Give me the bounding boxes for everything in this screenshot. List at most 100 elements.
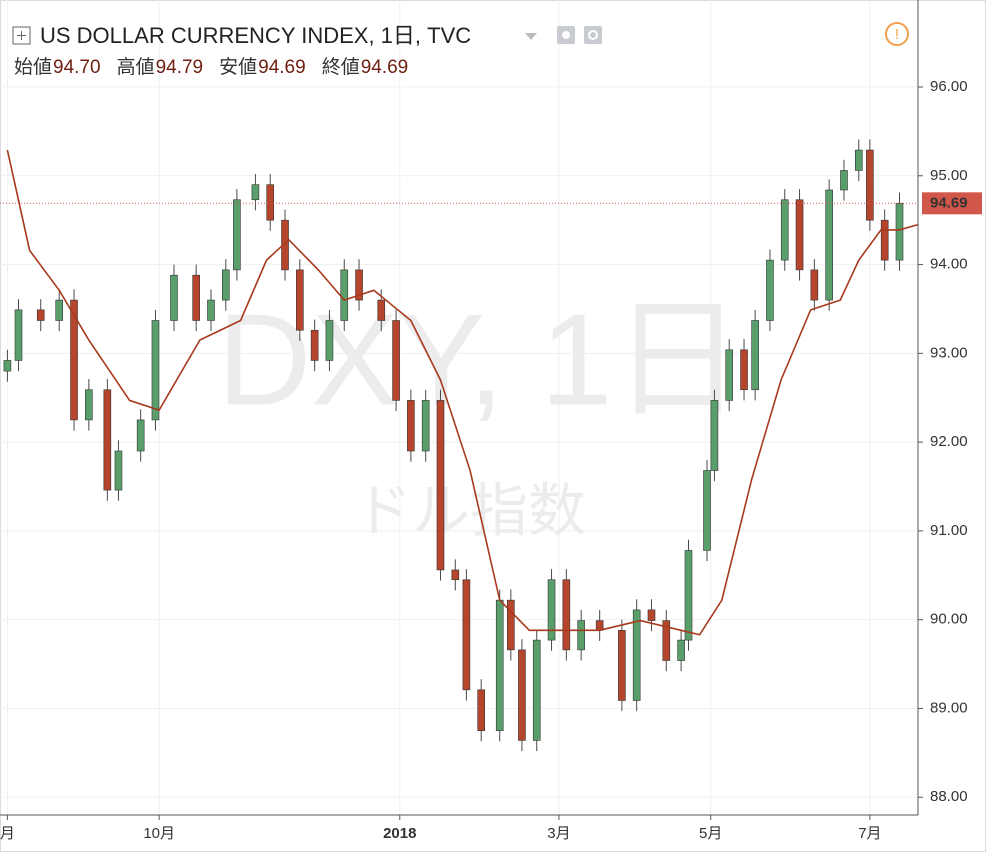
- candle-body: [207, 299, 215, 321]
- candle-body: [103, 389, 112, 491]
- ohlc-value: 94.79: [156, 57, 204, 78]
- x-tick-label: 月: [0, 825, 15, 842]
- candle-body: [170, 274, 178, 321]
- y-tick-label: 95.00: [930, 167, 968, 184]
- alert-icon[interactable]: [885, 22, 909, 46]
- candle-body: [266, 184, 275, 221]
- candle-body: [296, 269, 304, 331]
- candle-body: [462, 579, 471, 691]
- candle-body: [780, 199, 789, 261]
- plot: [0, 139, 919, 752]
- candle-body: [251, 184, 260, 201]
- candle-body: [3, 360, 12, 372]
- candle-body: [810, 269, 819, 301]
- x-tick-label: 5月: [699, 825, 722, 842]
- ohlc-legend: 始値 94.70 高値 94.79 安値 94.69 終値 94.69: [14, 56, 408, 78]
- candle-body: [547, 579, 556, 641]
- y-tick-label: 92.00: [930, 433, 968, 450]
- settings-icon[interactable]: [584, 26, 602, 44]
- y-tick-label: 93.00: [930, 344, 968, 361]
- candle-body: [562, 579, 571, 651]
- candle-body: [825, 189, 833, 301]
- candle-body: [14, 309, 23, 361]
- candle-body: [532, 639, 541, 741]
- ohlc-value: 94.69: [258, 57, 306, 78]
- grid: [0, 0, 918, 815]
- candle-body: [436, 400, 445, 571]
- y-tick-label: 91.00: [930, 522, 968, 539]
- title: US DOLLAR CURRENCY INDEX, 1日, TVC: [40, 23, 471, 48]
- ohlc-label: 高値: [117, 56, 155, 78]
- x-tick-label: 3月: [547, 825, 570, 842]
- candle-body: [85, 389, 93, 421]
- candle-body: [677, 639, 685, 661]
- candle-body: [392, 320, 400, 401]
- dropdown-caret[interactable]: [525, 33, 537, 40]
- candle-body: [632, 609, 641, 701]
- candle-body: [684, 550, 693, 641]
- y-tick-label: 94.00: [930, 256, 968, 273]
- last-price-box: [922, 192, 982, 215]
- candle-body: [740, 349, 748, 391]
- candle-body: [618, 630, 626, 701]
- candle-body: [795, 199, 804, 271]
- axes: 88.00 89.00 90.00 91.00 92.00 93.00 94.00 95.00…: [0, 78, 982, 842]
- x-tick-label: 10月: [143, 825, 175, 842]
- collapse-icon[interactable]: [12, 26, 31, 45]
- candle-body: [595, 620, 604, 631]
- candle-body: [377, 299, 386, 321]
- candle-body: [518, 649, 526, 741]
- candle-body: [766, 259, 774, 321]
- candle-body: [55, 299, 64, 321]
- candle-body: [647, 609, 656, 621]
- y-tick-label: 88.00: [930, 788, 968, 805]
- candle-body: [36, 309, 45, 321]
- candle-body: [151, 320, 160, 421]
- watermark-sub: ドル指数: [354, 478, 586, 543]
- moving-average: [6, 149, 919, 636]
- candle-body: [192, 274, 200, 321]
- y-tick-label: 90.00: [930, 611, 968, 628]
- candle-body: [451, 569, 460, 581]
- candle-body: [310, 329, 319, 361]
- alert-mark: !: [895, 26, 899, 43]
- ohlc-label: 終値: [322, 56, 360, 78]
- candle-body: [281, 219, 289, 271]
- ohlc-label: 始値: [14, 56, 52, 78]
- candle-body: [495, 599, 504, 731]
- candle-body: [840, 170, 848, 191]
- settings-gear: [588, 30, 598, 40]
- candle-body: [221, 269, 230, 301]
- watermark: DXY, 1日: [217, 286, 742, 432]
- candle-body: [407, 400, 415, 452]
- candle-body: [114, 450, 123, 491]
- candle-body: [703, 470, 711, 551]
- last-price-label: 94.69: [930, 194, 968, 211]
- candle-body: [854, 149, 863, 171]
- candle-body: [710, 400, 719, 471]
- candle-body: [70, 299, 78, 421]
- candle-body: [507, 599, 515, 651]
- candle-body: [340, 269, 349, 321]
- ohlc-label: 安値: [219, 56, 257, 78]
- candle-body: [751, 320, 759, 391]
- candle-body: [477, 689, 486, 731]
- candle-body: [880, 219, 889, 261]
- candle-body: [895, 203, 904, 261]
- candle-body: [866, 149, 874, 221]
- x-tick-label: 7月: [858, 825, 881, 842]
- candle-body: [421, 400, 430, 452]
- y-tick-label: 89.00: [930, 699, 968, 716]
- ohlc-value: 94.69: [361, 57, 409, 78]
- candle-body: [233, 199, 241, 271]
- ohlc-value: 94.70: [53, 57, 101, 78]
- y-tick-label: 96.00: [930, 78, 968, 95]
- eye-pupil: [562, 31, 570, 39]
- candle-body: [577, 620, 585, 651]
- candle-body: [662, 620, 671, 661]
- candle-body: [325, 320, 334, 361]
- x-tick-label: 2018: [383, 825, 416, 842]
- candle-body: [355, 269, 363, 301]
